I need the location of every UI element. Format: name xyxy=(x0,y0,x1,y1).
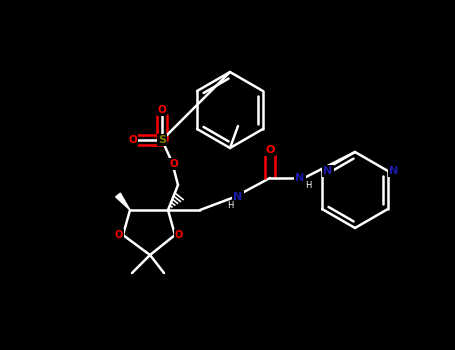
Text: O: O xyxy=(175,230,183,240)
Text: N: N xyxy=(233,192,243,202)
Text: N: N xyxy=(295,173,305,183)
Text: H: H xyxy=(227,201,233,210)
Text: O: O xyxy=(115,230,123,240)
Text: O: O xyxy=(265,145,275,155)
Text: S: S xyxy=(158,135,166,145)
Text: O: O xyxy=(170,159,178,169)
Text: N: N xyxy=(389,166,399,176)
Text: O: O xyxy=(129,135,137,145)
Text: O: O xyxy=(157,105,167,115)
Text: H: H xyxy=(305,182,311,190)
Text: N: N xyxy=(324,166,333,176)
Polygon shape xyxy=(116,193,130,210)
